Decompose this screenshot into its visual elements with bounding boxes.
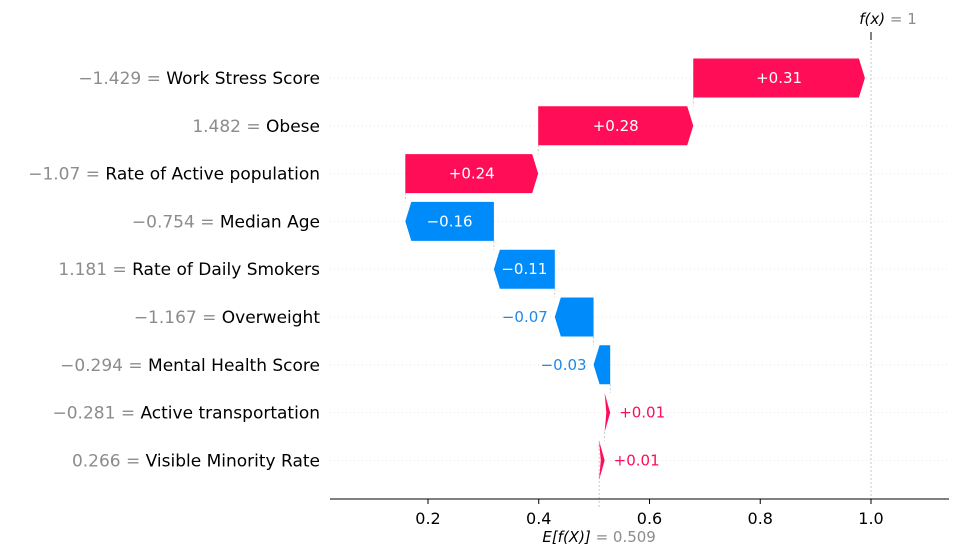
feature-name: Mental Health Score <box>148 356 320 376</box>
feature-value: −0.294 = <box>60 356 148 376</box>
feature-name: Rate of Daily Smokers <box>132 260 320 280</box>
waterfall-bar <box>538 106 694 146</box>
feature-value: −0.754 = <box>132 212 220 232</box>
feature-label: −0.754 = Median Age <box>132 212 320 232</box>
feature-value: −1.429 = <box>78 69 166 89</box>
output-value-number: = 1 <box>890 10 917 28</box>
feature-label: −0.294 = Mental Health Score <box>60 356 320 376</box>
x-tick-label: 1.0 <box>858 509 883 528</box>
x-tick-label: 0.4 <box>526 509 551 528</box>
bar-value-label: +0.24 <box>449 165 495 183</box>
feature-name: Median Age <box>220 212 320 232</box>
bar-value-label: −0.07 <box>502 308 548 326</box>
bar-value-label: −0.16 <box>427 212 473 230</box>
bar-value-label: +0.01 <box>619 404 665 422</box>
base-value-label: E[f(X)] = 0.509 <box>542 528 656 546</box>
feature-label: −0.281 = Active transportation <box>53 404 321 424</box>
feature-label: −1.429 = Work Stress Score <box>78 69 320 89</box>
feature-value: 1.482 = <box>192 117 266 137</box>
feature-label: −1.167 = Overweight <box>134 308 321 328</box>
feature-value: 0.266 = <box>72 451 146 471</box>
feature-label: 1.181 = Rate of Daily Smokers <box>58 260 320 280</box>
feature-value: −1.167 = <box>134 308 222 328</box>
feature-name: Obese <box>266 117 320 137</box>
feature-value: −1.07 = <box>28 165 105 185</box>
x-tick-label: 0.8 <box>748 509 773 528</box>
feature-value: −0.281 = <box>53 404 141 424</box>
waterfall-bar <box>554 297 594 337</box>
waterfall-bar <box>693 58 865 98</box>
bar-value-label: −0.11 <box>501 260 547 278</box>
base-value-number: = 0.509 <box>596 528 656 546</box>
bar-value-label: +0.28 <box>593 117 639 135</box>
feature-value: 1.181 = <box>58 260 132 280</box>
feature-name: Active transportation <box>140 404 320 424</box>
feature-label: −1.07 = Rate of Active population <box>28 165 320 185</box>
output-value-prefix: f(x) <box>859 10 890 28</box>
feature-name: Rate of Active population <box>105 165 320 185</box>
output-value-label: f(x) = 1 <box>859 10 917 28</box>
feature-label: 1.482 = Obese <box>192 117 320 137</box>
bar-value-label: −0.03 <box>541 356 587 374</box>
feature-name: Overweight <box>222 308 321 328</box>
feature-label: 0.266 = Visible Minority Rate <box>72 451 320 471</box>
bar-value-label: +0.01 <box>614 451 660 469</box>
x-tick-label: 0.2 <box>415 509 440 528</box>
feature-name: Work Stress Score <box>166 69 320 89</box>
waterfall-bar <box>604 393 611 433</box>
waterfall-bar <box>493 249 555 289</box>
waterfall-bar <box>405 201 494 241</box>
bar-value-label: +0.31 <box>756 69 802 87</box>
waterfall-bar <box>405 154 539 194</box>
feature-name: Visible Minority Rate <box>146 451 320 471</box>
x-tick-label: 0.6 <box>637 509 662 528</box>
waterfall-bar <box>599 440 605 480</box>
base-value-prefix: E[f(X)] <box>542 528 595 546</box>
waterfall-bar <box>593 345 611 385</box>
